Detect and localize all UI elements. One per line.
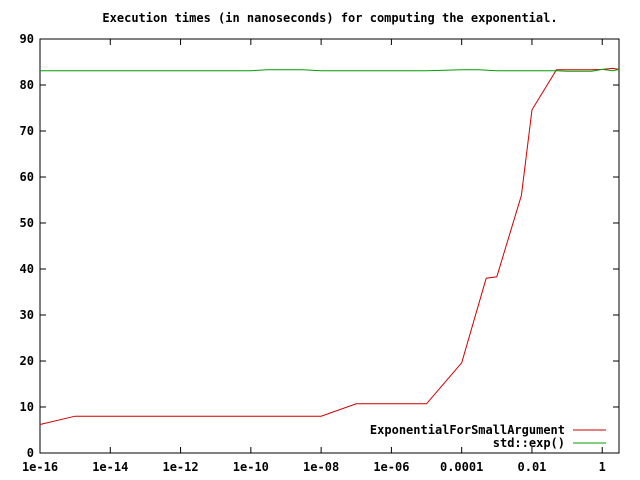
y-tick-label: 50 (20, 216, 34, 230)
x-axis: 1e-16 1e-14 1e-12 1e-10 1e-08 1e-06 0.0001 0.01… (22, 39, 606, 474)
x-tick-label: 1e-10 (233, 460, 269, 474)
x-tick-label: 0.0001 (440, 460, 483, 474)
y-tick-label: 60 (20, 170, 34, 184)
y-tick-label: 80 (20, 78, 34, 92)
x-tick-label: 0.01 (518, 460, 547, 474)
plot-frame (39, 38, 620, 454)
y-tick-label: 90 (20, 32, 34, 46)
x-tick-label: 1e-12 (162, 460, 198, 474)
y-tick-label: 40 (20, 262, 34, 276)
y-tick-label: 20 (20, 354, 34, 368)
y-axis: 0 10 20 30 40 50 60 70 80 90 (20, 32, 619, 460)
x-tick-label: 1e-06 (373, 460, 409, 474)
series-line (39, 67, 620, 425)
x-tick-label: 1e-08 (303, 460, 339, 474)
y-tick-label: 30 (20, 308, 34, 322)
x-tick-label: 1e-14 (92, 460, 128, 474)
series-line (40, 68, 620, 72)
series-layer (39, 67, 620, 425)
chart-title: Execution times (in nanoseconds) for com… (102, 11, 557, 25)
x-tick-label: 1e-16 (22, 460, 58, 474)
legend-label: std::exp() (493, 436, 565, 450)
y-tick-label: 10 (20, 400, 34, 414)
y-tick-label: 70 (20, 124, 34, 138)
legend-label: ExponentialForSmallArgument (370, 423, 565, 437)
y-tick-label: 0 (27, 446, 34, 460)
x-tick-label: 1 (599, 460, 606, 474)
